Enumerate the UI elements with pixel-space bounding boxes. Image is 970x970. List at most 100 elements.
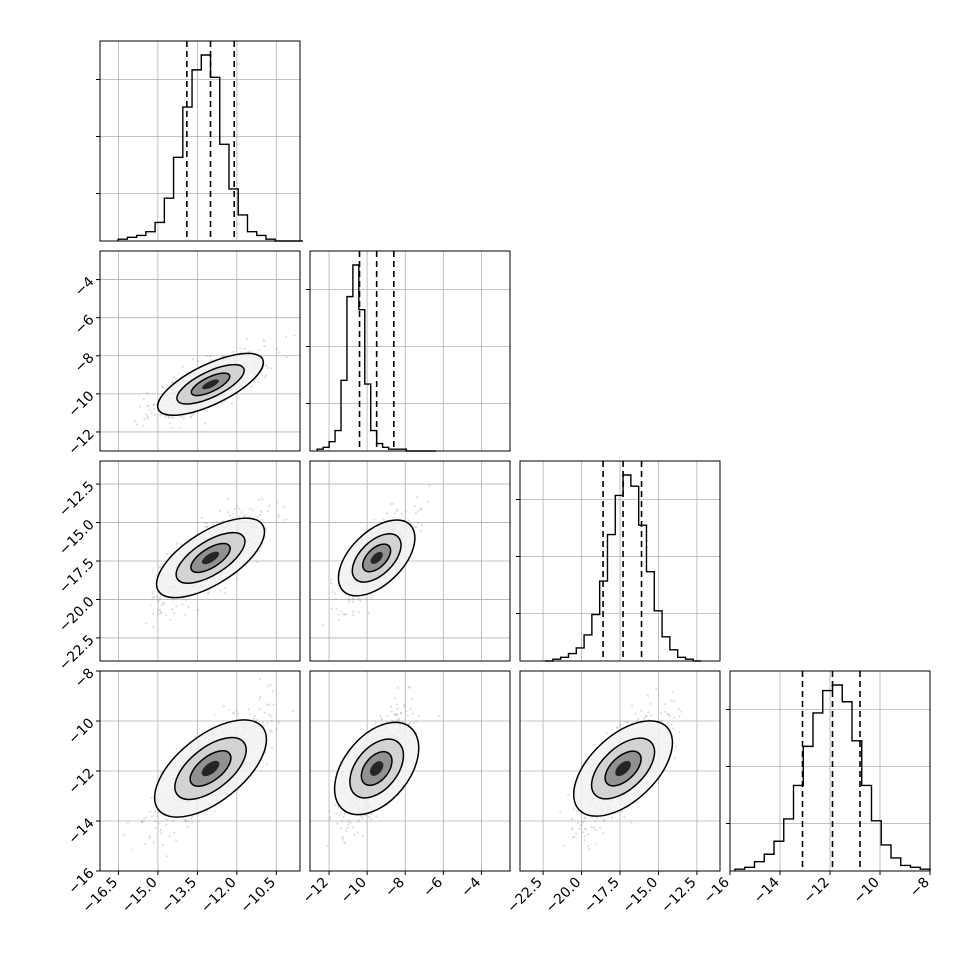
- x-tick-label: −13.5: [159, 875, 201, 917]
- scatter-points: [123, 678, 294, 858]
- scatter-point: [222, 354, 225, 357]
- scatter-point: [620, 810, 624, 813]
- scatter-point: [172, 831, 176, 834]
- scatter-point: [144, 413, 148, 416]
- scatter-point: [157, 608, 160, 611]
- scatter-point: [351, 600, 354, 604]
- scatter-point: [179, 542, 183, 546]
- scatter-point: [572, 808, 575, 811]
- scatter-point: [152, 626, 155, 629]
- scatter-point: [670, 699, 673, 702]
- x-tick-label: −22.5: [504, 875, 546, 917]
- scatter-point: [175, 747, 178, 751]
- scatter-point: [172, 612, 176, 615]
- scatter-point: [143, 418, 146, 421]
- scatter-point: [291, 709, 294, 713]
- scatter-point: [169, 618, 172, 621]
- scatter-point: [179, 426, 182, 429]
- scatter-point: [358, 596, 361, 600]
- scatter-point: [158, 597, 162, 600]
- scatter-point: [645, 714, 648, 717]
- scatter-point: [559, 810, 562, 813]
- scatter-point: [380, 717, 383, 720]
- scatter-point: [396, 686, 399, 689]
- scatter-point: [158, 598, 161, 602]
- scatter-point: [203, 525, 206, 529]
- scatter-point: [659, 712, 662, 715]
- x-tick-label: −12.0: [198, 875, 240, 917]
- scatter-point: [340, 610, 343, 613]
- scatter-point: [189, 416, 193, 419]
- scatter-point: [334, 598, 337, 601]
- scatter-point: [420, 524, 423, 527]
- scatter-point: [419, 507, 422, 510]
- scatter-point: [414, 511, 418, 515]
- scatter-point: [594, 829, 597, 832]
- scatter-point: [351, 597, 354, 600]
- scatter-point: [232, 711, 236, 714]
- scatter-point: [175, 605, 178, 608]
- scatter-point: [209, 354, 212, 357]
- scatter-point: [153, 595, 156, 599]
- x-tick-label: −15.0: [620, 875, 662, 917]
- scatter-point: [562, 845, 565, 848]
- scatter-point: [584, 828, 587, 831]
- scatter-point: [266, 366, 269, 370]
- scatter-point: [581, 821, 585, 824]
- scatter-point: [403, 705, 406, 709]
- scatter-point: [266, 509, 269, 513]
- scatter-point: [232, 350, 235, 354]
- scatter-point: [411, 712, 414, 716]
- scatter-points: [559, 687, 683, 851]
- scatter-point: [172, 819, 175, 822]
- scatter-point: [218, 509, 222, 512]
- scatter-point: [584, 827, 587, 830]
- scatter-panel-3-2: [309, 460, 511, 662]
- scatter-point: [663, 703, 667, 706]
- density-contour: [369, 761, 384, 776]
- scatter-point: [340, 811, 343, 815]
- y-tick-label: −10: [65, 715, 97, 747]
- scatter-point: [170, 381, 174, 384]
- scatter-point: [330, 578, 333, 581]
- scatter-point: [352, 613, 355, 617]
- scatter-point: [626, 721, 629, 724]
- scatter-point: [285, 518, 288, 521]
- scatter-point: [392, 502, 395, 506]
- scatter-point: [157, 811, 160, 814]
- scatter-point: [229, 514, 232, 517]
- scatter-point: [150, 411, 153, 414]
- scatter-point: [343, 613, 347, 616]
- scatter-point: [191, 821, 194, 824]
- scatter-point: [151, 568, 154, 571]
- scatter-point: [344, 841, 347, 845]
- scatter-point: [152, 407, 156, 411]
- scatter-point: [610, 816, 614, 819]
- scatter-point: [260, 518, 264, 521]
- scatter-point: [348, 598, 351, 601]
- y-tick-label: −12.5: [56, 478, 98, 520]
- scatter-point: [148, 834, 152, 838]
- scatter-points: [321, 484, 431, 627]
- scatter-point: [588, 847, 591, 851]
- scatter-point: [277, 513, 280, 517]
- scatter-point: [674, 745, 677, 748]
- scatter-point: [417, 714, 420, 717]
- scatter-point: [261, 720, 265, 724]
- scatter-point: [365, 597, 368, 600]
- scatter-point: [268, 703, 271, 706]
- scatter-point: [224, 592, 227, 595]
- scatter-point: [168, 422, 172, 425]
- scatter-point: [352, 598, 355, 601]
- scatter-point: [154, 820, 157, 823]
- scatter-point: [409, 707, 412, 711]
- scatter-point: [402, 704, 405, 707]
- scatter-point: [404, 510, 408, 513]
- scatter-point: [673, 700, 676, 703]
- panel-frame: [99, 250, 301, 452]
- scatter-point: [361, 834, 365, 838]
- scatter-point: [386, 714, 389, 717]
- scatter-point: [149, 603, 152, 606]
- scatter-point: [190, 817, 193, 820]
